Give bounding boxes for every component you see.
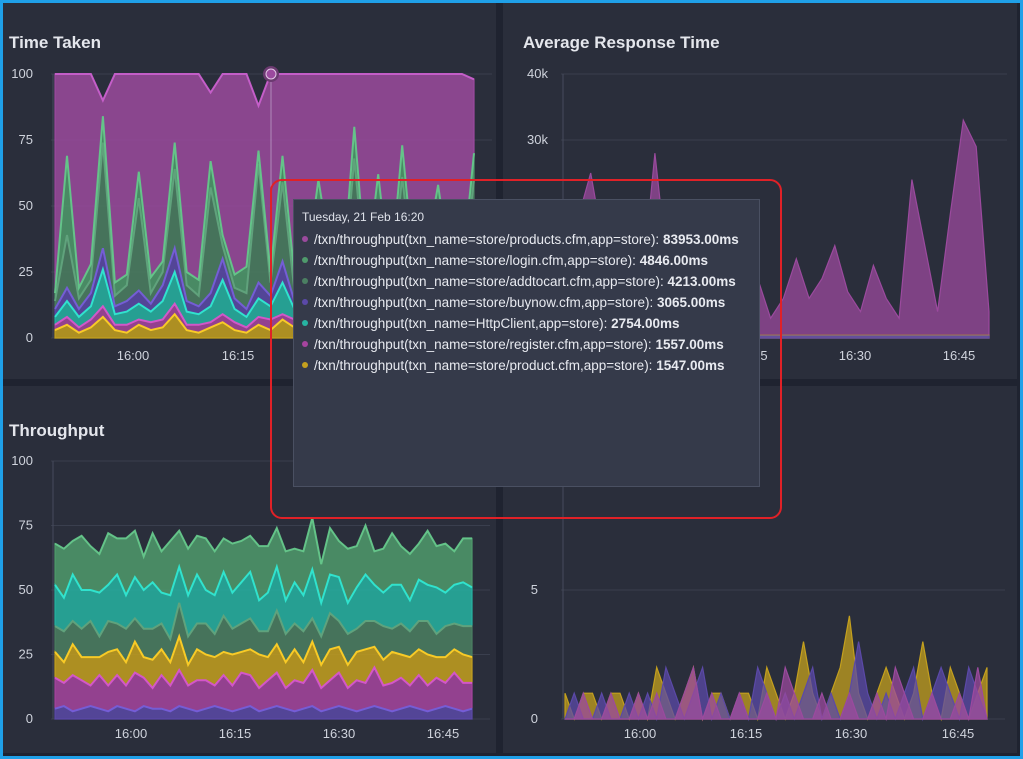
y-tick-label: 0	[26, 330, 33, 345]
avg-response-title: Average Response Time	[523, 33, 720, 52]
tooltip-item-value: 4213.00ms	[667, 274, 736, 289]
y-tick-label: 50	[19, 582, 33, 597]
tooltip-item-label: /txn/throughput(txn_name=store/register.…	[314, 337, 656, 352]
x-tick-label: 16:45	[943, 348, 976, 363]
series-line-addtocart	[54, 602, 472, 642]
series-line-login	[54, 517, 472, 565]
series-dot-icon	[302, 236, 308, 243]
tooltip-item-label: /txn/throughput(txn_name=store/login.cfm…	[314, 253, 640, 268]
series-line-register	[54, 665, 472, 690]
hover-marker	[265, 68, 277, 80]
series-dot-icon	[302, 278, 308, 285]
series-line-httpclient	[54, 563, 473, 607]
x-tick-label: 16:15	[222, 348, 255, 363]
series-line-products	[55, 73, 475, 109]
x-tick-label: 16:30	[839, 348, 872, 363]
y-tick-label: 75	[19, 518, 33, 533]
tooltip-date: Tuesday, 21 Feb 16:20	[302, 210, 425, 224]
tooltip-item: /txn/throughput(txn_name=store/buynow.cf…	[302, 292, 751, 313]
series-dot-icon	[302, 257, 308, 264]
y-tick-label: 100	[11, 453, 33, 468]
y-tick-label: 25	[19, 647, 33, 662]
y-tick-label: 5	[531, 582, 538, 597]
tooltip-item-label: /txn/throughput(txn_name=store/product.c…	[314, 358, 657, 373]
series-dot-icon	[302, 341, 308, 348]
x-tick-label: 16:00	[624, 726, 657, 741]
x-tick-label: 16:45	[942, 726, 975, 741]
tooltip-item-value: 4846.00ms	[639, 253, 708, 268]
time-taken-title: Time Taken	[9, 33, 101, 52]
highlight-annotation	[270, 179, 782, 519]
series-dot-icon	[302, 320, 308, 327]
x-tick-label: 16:15	[730, 726, 763, 741]
x-tick-label: 5	[760, 348, 767, 363]
y-tick-label: 0	[26, 711, 33, 726]
y-tick-label: 75	[19, 132, 33, 147]
y-tick-label: 40k	[527, 66, 548, 81]
bottom-right-chart[interactable]: 0 5 16:00 16:15 16:30 16:45	[503, 386, 1017, 753]
throughput-chart[interactable]: 0 25 50 75 100 16:00 16:15 16:30 16:45	[3, 386, 496, 753]
series-line-product	[54, 633, 473, 668]
tooltip-item: /txn/throughput(txn_name=store/addtocart…	[302, 271, 751, 292]
tooltip-item: /txn/throughput(txn_name=store/products.…	[302, 229, 751, 250]
x-tick-label: 16:15	[219, 726, 252, 741]
area-series-products	[565, 665, 988, 722]
y-tick-label: 100	[11, 66, 33, 81]
series-line-buynow	[54, 705, 473, 713]
tooltip-item: /txn/throughput(txn_name=store/register.…	[302, 334, 751, 355]
tooltip-item-value: 1547.00ms	[656, 358, 725, 373]
series-line-login	[54, 116, 475, 294]
tooltip-item: /txn/throughput(txn_name=store/product.c…	[302, 355, 751, 376]
x-tick-label: 16:30	[323, 726, 356, 741]
throughput-title: Throughput	[9, 421, 105, 440]
tooltip-item-label: /txn/throughput(txn_name=store/products.…	[314, 232, 663, 247]
tooltip-item-value: 1557.00ms	[655, 337, 724, 352]
x-tick-label: 16:45	[427, 726, 460, 741]
series-dot-icon	[302, 362, 308, 369]
y-tick-label: 50	[19, 198, 33, 213]
tooltip-item: /txn/throughput(txn_name=store/login.cfm…	[302, 250, 751, 271]
x-tick-label: 16:00	[115, 726, 148, 741]
y-tick-label: 25	[19, 264, 33, 279]
series-dot-icon	[302, 299, 308, 306]
series-line-addtocart	[54, 142, 475, 302]
tooltip-item-value: 2754.00ms	[611, 316, 680, 331]
chart-tooltip: Tuesday, 21 Feb 16:20 /txn/throughput(tx…	[293, 199, 760, 487]
x-tick-label: 16:30	[835, 726, 868, 741]
y-tick-label: 0	[531, 711, 538, 726]
tooltip-item-label: /txn/throughput(txn_name=store/addtocart…	[314, 274, 668, 289]
y-tick-label: 30k	[527, 132, 548, 147]
tooltip-item-label: /txn/throughput(txn_name=HttpClient,app=…	[314, 316, 612, 331]
tooltip-item-value: 83953.00ms	[662, 232, 739, 247]
x-tick-label: 16:00	[117, 348, 150, 363]
tooltip-item-label: /txn/throughput(txn_name=store/buynow.cf…	[314, 295, 657, 310]
tooltip-item-value: 3065.00ms	[656, 295, 726, 310]
tooltip-item: /txn/throughput(txn_name=HttpClient,app=…	[302, 313, 751, 334]
